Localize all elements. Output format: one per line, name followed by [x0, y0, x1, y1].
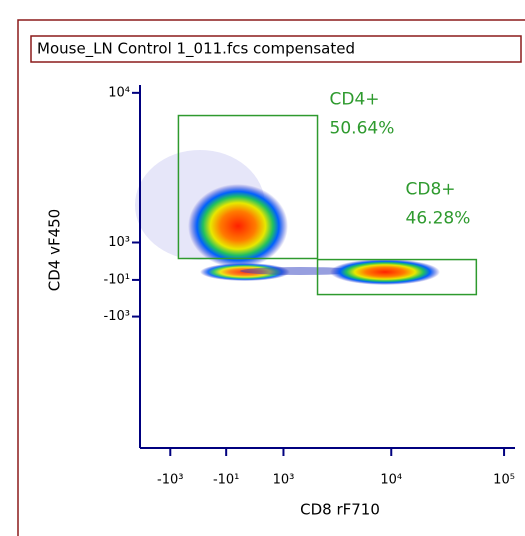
- x-tick-label: -10¹: [213, 473, 239, 488]
- density-blob: [188, 184, 288, 268]
- y-axis-label: CD4 vF450: [46, 209, 64, 291]
- y-tick-label: -10³: [104, 309, 130, 324]
- y-tick-label: 10³: [108, 235, 130, 250]
- x-tick-label: 10⁵: [493, 473, 515, 488]
- gate: [177, 114, 319, 260]
- title-box: [30, 35, 522, 63]
- gate-percent: 46.28%: [406, 209, 471, 229]
- x-tick-label: 10⁴: [380, 473, 402, 488]
- x-axis-label: CD8 rF710: [300, 501, 380, 519]
- x-tick-label: 10³: [273, 473, 295, 488]
- y-tick-label: 10⁴: [108, 85, 130, 100]
- gate-name: CD8+: [406, 180, 456, 200]
- title: Mouse_LN Control 1_011.fcs compensated: [37, 40, 355, 59]
- density: [135, 150, 440, 285]
- density-band: [240, 267, 360, 275]
- x-tick-label: -10³: [157, 473, 183, 488]
- gate: [316, 258, 478, 296]
- frame: [17, 19, 525, 536]
- gate-name: CD4+: [330, 90, 380, 110]
- density-blob: [330, 259, 440, 285]
- gate-percent: 50.64%: [330, 119, 395, 139]
- y-tick-label: -10¹: [104, 272, 130, 287]
